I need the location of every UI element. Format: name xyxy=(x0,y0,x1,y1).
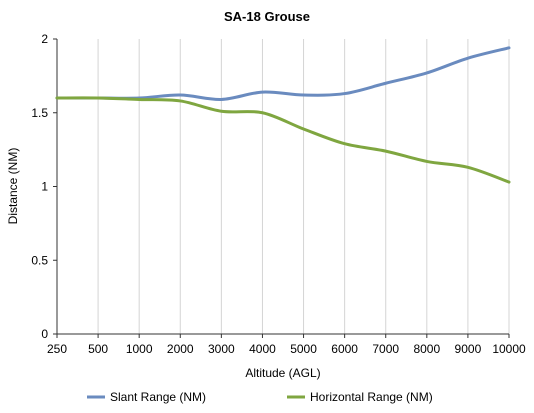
y-tick-label: 1 xyxy=(41,180,48,194)
series-line-1 xyxy=(55,96,511,184)
y-tick-label: 0 xyxy=(41,327,48,341)
y-tick-label: 1.5 xyxy=(31,106,48,120)
x-tick-label: 10000 xyxy=(492,342,526,356)
y-tick-label: 0.5 xyxy=(31,253,48,267)
x-tick-label: 7000 xyxy=(372,342,399,356)
y-axis-title: Distance (NM) xyxy=(6,148,20,225)
y-axis-ticks: 0 0.5 1 1.5 2 xyxy=(31,32,57,341)
x-axis-title: Altitude (AGL) xyxy=(245,366,320,380)
x-tick-label: 250 xyxy=(47,342,67,356)
x-tick-label: 6000 xyxy=(331,342,358,356)
y-tick-label: 2 xyxy=(41,32,48,46)
legend-label-0: Slant Range (NM) xyxy=(110,390,206,404)
series-lines xyxy=(55,46,511,184)
legend-label-1: Horizontal Range (NM) xyxy=(310,390,433,404)
series-line-0 xyxy=(55,46,511,101)
x-tick-label: 3000 xyxy=(208,342,235,356)
chart-title: SA-18 Grouse xyxy=(224,9,310,24)
x-tick-label: 4000 xyxy=(249,342,276,356)
x-tick-label: 500 xyxy=(88,342,108,356)
x-axis-ticks: 250 500 1000 2000 3000 4000 5000 6000 7000 8000 90… xyxy=(47,334,526,356)
x-tick-label: 5000 xyxy=(290,342,317,356)
x-tick-label: 2000 xyxy=(167,342,194,356)
x-tick-label: 8000 xyxy=(413,342,440,356)
x-tick-label: 1000 xyxy=(126,342,153,356)
axes xyxy=(56,39,509,335)
x-tick-label: 9000 xyxy=(455,342,482,356)
grid-lines xyxy=(56,39,510,334)
legend: Slant Range (NM) Horizontal Range (NM) xyxy=(87,390,433,404)
